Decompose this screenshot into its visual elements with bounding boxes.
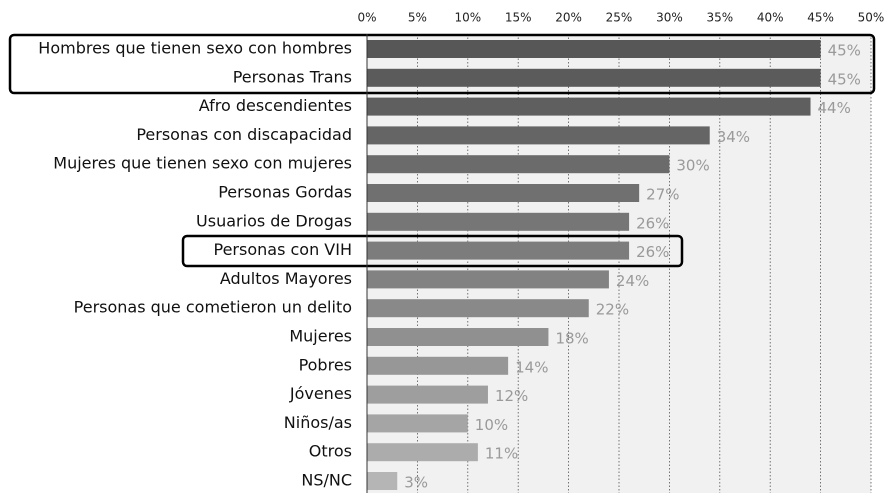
category-label: Pobres [299, 355, 352, 374]
value-label: 26% [636, 214, 669, 232]
x-tick-label: 40% [757, 11, 784, 25]
bar [367, 299, 589, 318]
category-label: Personas que cometieron un delito [74, 298, 352, 317]
bar [367, 385, 488, 404]
category-label: Otros [309, 442, 352, 461]
category-label: Personas con discapacidad [136, 125, 352, 144]
category-label: Niños/as [284, 413, 352, 432]
x-tick-label: 35% [706, 11, 733, 25]
value-label: 34% [717, 128, 750, 146]
bar [367, 443, 478, 462]
bar [367, 126, 710, 145]
marks [367, 40, 821, 490]
bar [367, 241, 630, 260]
category-label: Mujeres [289, 327, 352, 346]
x-tick-label: 30% [656, 11, 683, 25]
value-label: 44% [818, 99, 851, 117]
bar [367, 270, 609, 289]
value-label: 45% [828, 42, 861, 60]
category-label: Usuarios de Drogas [196, 211, 352, 230]
highlight-box [8, 33, 876, 95]
bar [367, 97, 811, 116]
value-label: 22% [596, 301, 629, 319]
x-tick-label: 25% [606, 11, 633, 25]
value-label: 30% [676, 157, 709, 175]
category-label: Personas Trans [233, 67, 352, 86]
x-tick-label: 5% [408, 11, 427, 25]
bar [367, 328, 549, 346]
category-label: Mujeres que tienen sexo con mujeres [53, 154, 352, 173]
value-label: 18% [555, 330, 588, 348]
category-label: Personas con VIH [214, 240, 353, 259]
bar [367, 184, 640, 202]
value-label: 14% [515, 358, 548, 376]
bar [367, 414, 468, 433]
value-label: 11% [485, 445, 518, 463]
value-label: 24% [616, 272, 649, 290]
value-label: 27% [646, 186, 679, 204]
bar [367, 155, 670, 174]
x-tick-label: 10% [454, 11, 481, 25]
bar [367, 212, 630, 231]
category-label: Afro descendientes [199, 96, 352, 115]
x-tick-label: 15% [505, 11, 532, 25]
category-label: Jóvenes [289, 384, 352, 403]
x-tick-label: 50% [858, 11, 885, 25]
bar [367, 68, 821, 87]
value-label: 3% [404, 474, 428, 492]
bar [367, 472, 398, 490]
x-tick-label: 45% [807, 11, 834, 25]
x-tick-label: 0% [357, 11, 376, 25]
category-label: Adultos Mayores [220, 269, 352, 288]
value-label: 26% [636, 243, 669, 261]
bar [367, 356, 509, 375]
bar [367, 40, 821, 58]
value-label: 10% [475, 416, 508, 434]
category-label: NS/NC [301, 471, 352, 490]
category-label: Personas Gordas [218, 183, 352, 202]
x-tick-label: 20% [555, 11, 582, 25]
value-label: 45% [828, 70, 861, 88]
highlight-box [181, 234, 684, 268]
category-label: Hombres que tienen sexo con hombres [38, 39, 352, 58]
value-label: 12% [495, 387, 528, 405]
